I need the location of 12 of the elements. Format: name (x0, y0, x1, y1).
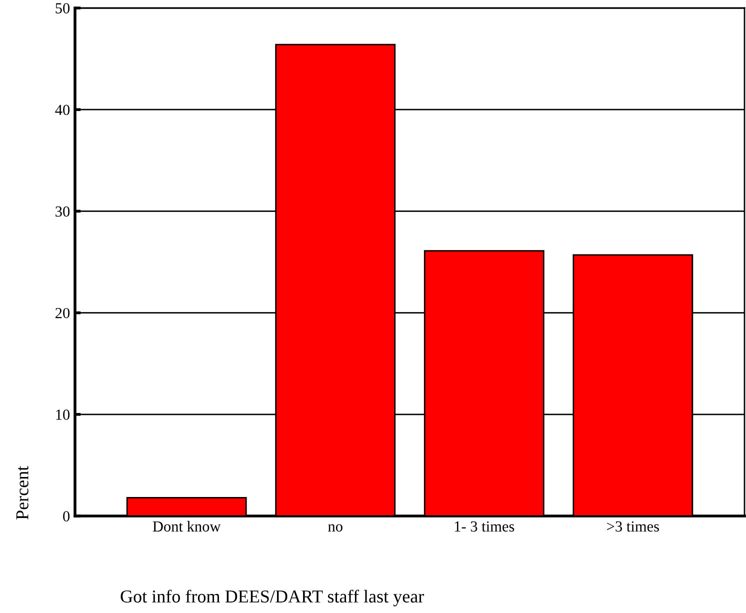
x-tick-label: >3 times (607, 521, 659, 532)
x-tick-label: 1- 3 times (454, 521, 514, 532)
x-tick-label: Dont know (152, 520, 221, 532)
y-tick-label: 50 (56, 3, 70, 14)
y-axis-title: Percent (16, 466, 28, 520)
x-tick-label: no (328, 524, 342, 532)
y-tick-label: 30 (56, 206, 70, 217)
y-tick-label: 0 (63, 511, 70, 522)
y-tick-label: 40 (55, 104, 70, 116)
y-tick-label: 10 (56, 410, 70, 420)
x-axis-title: Got info from DEES/DART staff last year (120, 590, 424, 606)
y-tick-label: 20 (56, 308, 70, 318)
